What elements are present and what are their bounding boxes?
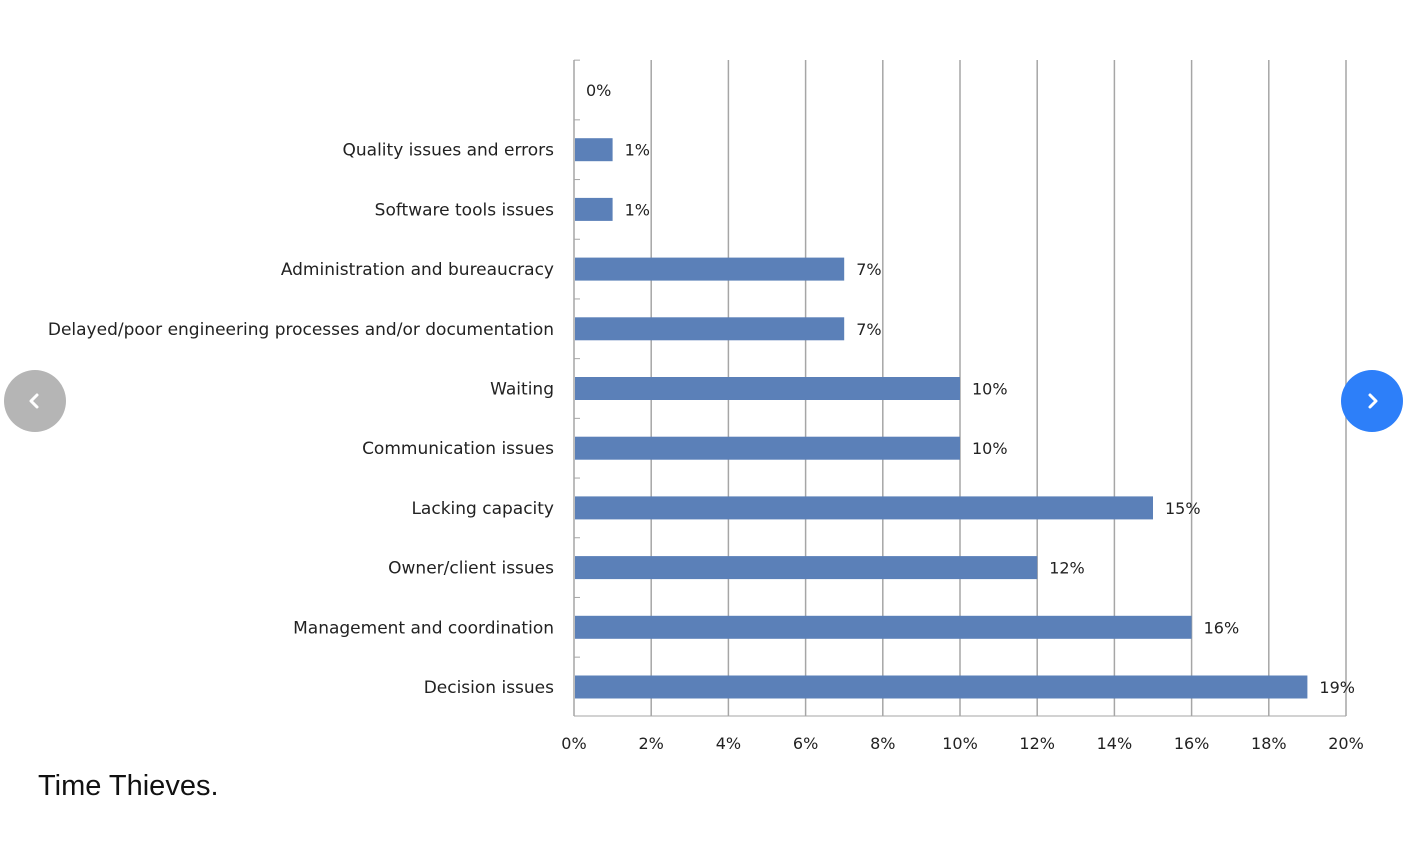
bar <box>575 138 613 162</box>
data-label: 19% <box>1319 678 1355 697</box>
category-label: Communication issues <box>362 439 554 459</box>
bar <box>575 556 1038 580</box>
category-label: Software tools issues <box>375 200 554 220</box>
x-tick-label: 10% <box>942 734 978 753</box>
axes <box>573 59 1346 717</box>
x-tick-label: 20% <box>1328 734 1364 753</box>
bar <box>575 436 960 460</box>
x-tick-label: 4% <box>716 734 741 753</box>
category-label: Owner/client issues <box>388 559 554 579</box>
category-label: Quality issues and errors <box>343 141 555 161</box>
data-label: 16% <box>1204 618 1240 637</box>
figure-caption: Time Thieves. <box>38 770 219 802</box>
data-label: 7% <box>856 260 881 279</box>
x-tick-label: 16% <box>1174 734 1210 753</box>
data-label: 7% <box>856 320 881 339</box>
x-tick-label: 2% <box>639 734 664 753</box>
category-label: Delayed/poor engineering processes and/o… <box>48 320 554 340</box>
category-label: Decision issues <box>424 678 554 698</box>
data-label: 15% <box>1165 499 1201 518</box>
bars <box>575 138 1308 699</box>
category-label: Lacking capacity <box>411 499 554 519</box>
bar <box>575 317 845 341</box>
data-label: 1% <box>625 200 650 219</box>
data-label: 10% <box>972 439 1008 458</box>
bar <box>575 675 1308 699</box>
x-tick-label: 0% <box>561 734 586 753</box>
category-label: Administration and bureaucracy <box>281 260 554 280</box>
bar <box>575 197 613 221</box>
category-label: Management and coordination <box>293 618 554 638</box>
x-tick-label: 8% <box>870 734 895 753</box>
x-tick-label: 6% <box>793 734 818 753</box>
bar <box>575 615 1192 639</box>
x-tick-label: 12% <box>1019 734 1055 753</box>
chevron-right-icon <box>1368 393 1378 409</box>
bar <box>575 257 845 281</box>
carousel-next-button[interactable] <box>1341 370 1403 432</box>
bar <box>575 377 960 400</box>
data-label: 1% <box>625 141 650 160</box>
data-label: 12% <box>1049 559 1085 578</box>
data-label: 10% <box>972 380 1008 399</box>
chevron-left-icon <box>29 393 39 409</box>
labels: 0% 2% 4% 6% 8% 10% 12% 14% 16% 18% 20% 0% Quality is… <box>48 81 1364 753</box>
x-tick-label: 14% <box>1097 734 1133 753</box>
carousel-prev-button[interactable] <box>4 370 66 432</box>
data-label: 0% <box>586 81 611 100</box>
bar <box>575 496 1153 520</box>
x-tick-label: 18% <box>1251 734 1287 753</box>
category-label: Waiting <box>490 380 554 400</box>
